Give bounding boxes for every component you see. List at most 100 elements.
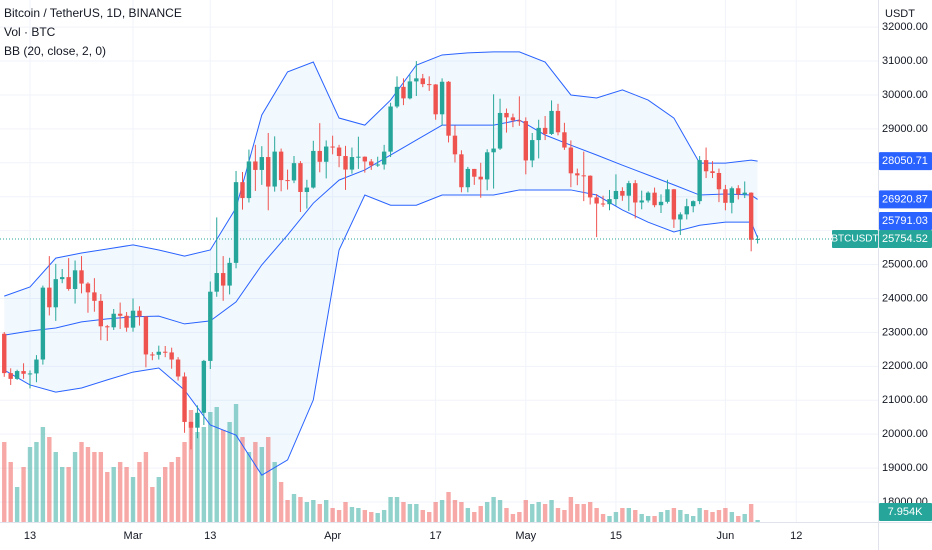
volume-bar [652, 516, 657, 522]
candle-body [427, 84, 432, 86]
candle-body [79, 270, 84, 284]
candle-body [562, 132, 567, 148]
volume-bar [633, 510, 638, 522]
volume-bar [613, 512, 619, 522]
candle-body [137, 310, 142, 317]
volume-bar [658, 512, 664, 522]
candle-body [414, 78, 419, 82]
volume-bar [645, 516, 651, 522]
candle-body [53, 279, 58, 308]
candle-body [105, 326, 110, 328]
candle-body [349, 157, 355, 170]
candle-body [278, 151, 284, 181]
candle-body [459, 154, 464, 188]
volume-bar [272, 462, 277, 522]
candle-body [446, 81, 451, 136]
x-tick-label: 13 [204, 530, 216, 542]
chart-title: Bitcoin / TetherUS, 1D, BINANCE [4, 6, 182, 20]
candle-body [66, 277, 71, 289]
candle-body [639, 200, 644, 203]
candle-body [575, 173, 580, 176]
candle-body [208, 291, 213, 361]
candle-body [117, 313, 123, 316]
volume-bar [568, 497, 574, 522]
volume-bar [92, 452, 97, 522]
candle-body [298, 163, 303, 192]
x-tick-label: May [515, 530, 536, 542]
volume-bar [703, 510, 709, 522]
volume-bar [150, 487, 155, 522]
candle-body [188, 421, 194, 428]
candle-body [291, 163, 297, 181]
volume-bar [439, 500, 445, 522]
volume-bar [8, 462, 13, 522]
candle-body [497, 112, 503, 149]
candle-body [626, 183, 632, 196]
volume-bar [581, 504, 586, 522]
y-tick-label: 25000.00 [882, 258, 928, 270]
volume-bar [188, 410, 194, 522]
volume-bar [214, 407, 219, 522]
volume-bar [343, 502, 348, 522]
x-tick-label: 15 [610, 530, 622, 542]
volume-bar [47, 437, 52, 522]
candle-body [420, 78, 425, 85]
candle-body [620, 190, 625, 196]
price-tag-label: 25754.52 [882, 233, 928, 245]
candle-body [195, 412, 200, 428]
volume-bar [349, 507, 355, 522]
volume-bar [678, 510, 683, 522]
volume-bar [156, 477, 161, 522]
candle-body [671, 189, 677, 220]
bb-legend: BB (20, close, 2, 0) [4, 44, 106, 58]
candle-body [587, 175, 593, 198]
candle-body [729, 188, 735, 203]
volume-bar [452, 500, 458, 522]
candle-body [323, 146, 329, 162]
x-tick-label: 13 [24, 530, 36, 542]
candle-body [72, 270, 78, 289]
volume-bar [291, 494, 297, 522]
volume-bar [710, 512, 715, 522]
volume-bar [240, 437, 245, 522]
price-tag [879, 211, 932, 230]
candle-body [517, 120, 522, 122]
volume-bar [356, 508, 361, 522]
volume-bar [163, 467, 168, 522]
volume-bar [233, 404, 239, 522]
candle-body [581, 175, 586, 177]
candle-body [130, 310, 136, 328]
candle-body [555, 110, 561, 133]
volume-bar [716, 510, 722, 522]
y-tick-label: 29000.00 [882, 123, 928, 135]
candle-body [388, 106, 393, 152]
volume-bar [427, 512, 432, 522]
candle-body [47, 287, 52, 308]
candle-body [484, 152, 490, 180]
x-tick-label: Apr [324, 530, 341, 542]
volume-bar [433, 502, 438, 522]
volume-bar [195, 432, 200, 522]
volume-bar [298, 497, 303, 522]
volume-bar [59, 467, 65, 522]
volume-tag-label: 7.954K [888, 506, 924, 518]
y-tick-label: 24000.00 [882, 292, 928, 304]
volume-bar [143, 452, 149, 522]
volume-bar [697, 508, 702, 522]
volume-bar [755, 520, 760, 522]
candle-body [478, 176, 483, 180]
volume-bar [626, 508, 632, 522]
volume-bar [388, 497, 393, 522]
candle-body [317, 150, 322, 162]
candle-body [401, 86, 406, 99]
candle-body [240, 182, 245, 199]
candle-body [201, 360, 207, 413]
price-tag [879, 190, 932, 209]
x-tick-label: 12 [790, 530, 802, 542]
candle-body [549, 110, 554, 134]
volume-bar [671, 508, 677, 522]
volume-bar [465, 508, 471, 522]
volume-bar [27, 447, 33, 522]
volume-bar [510, 514, 516, 522]
